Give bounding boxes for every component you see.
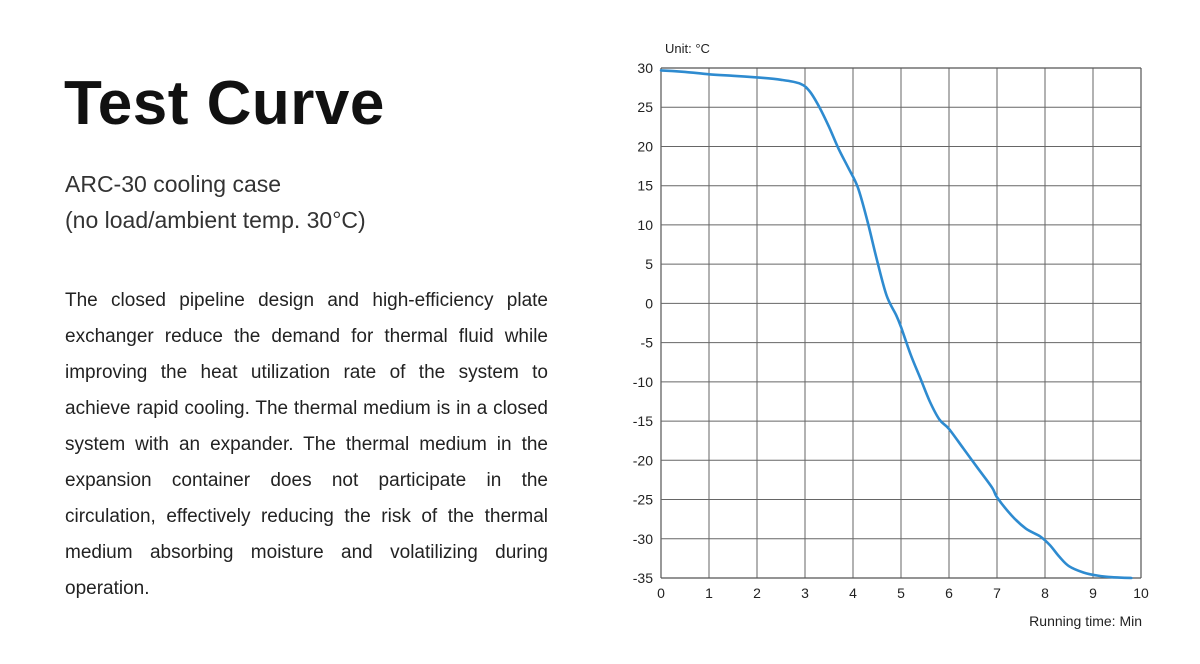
y-axis-label: Unit: °C [665,41,710,56]
y-tick-label: 30 [637,60,653,76]
x-tick-label: 5 [897,585,905,601]
y-tick-label: -5 [641,335,654,351]
x-tick-label: 2 [753,585,761,601]
chart-grid [660,67,1142,579]
page-title: Test Curve [64,69,385,138]
x-tick-label: 9 [1089,585,1097,601]
x-axis-label: Running time: Min [1029,613,1142,629]
x-tick-label: 6 [945,585,953,601]
y-tick-label: 5 [645,256,653,272]
subtitle-line-2: (no load/ambient temp. 30°C) [65,207,366,233]
x-tick-label: 1 [705,585,713,601]
y-tick-label: -30 [633,531,653,547]
x-tick-label: 7 [993,585,1001,601]
y-tick-label: 10 [637,217,653,233]
y-tick-label: 15 [637,178,653,194]
x-tick-label: 10 [1133,585,1149,601]
y-tick-label: -35 [633,570,653,586]
y-tick-label: -15 [633,413,653,429]
x-tick-label: 3 [801,585,809,601]
y-tick-label: -10 [633,374,653,390]
x-tick-label: 8 [1041,585,1049,601]
y-tick-label: 0 [645,295,653,311]
x-tick-label: 0 [657,585,665,601]
test-curve-chart: 30 25 20 15 10 5 0 -5 -10 -15 -20 -25 -30 -35 0 1 2 3 4 5 6… [633,41,1149,629]
description-paragraph: The closed pipeline design and high-effi… [65,290,548,599]
temperature-curve [659,69,1133,580]
y-tick-label: 25 [637,99,653,115]
y-tick-label: -25 [633,492,653,508]
subtitle-line-1: ARC-30 cooling case [65,171,282,197]
x-tick-labels: 0 1 2 3 4 5 6 7 8 9 10 [657,585,1149,601]
y-tick-label: -20 [633,452,653,468]
x-tick-label: 4 [849,585,857,601]
subtitle: ARC-30 cooling case (no load/ambient tem… [65,166,366,238]
y-tick-label: 20 [637,138,653,154]
y-tick-labels: 30 25 20 15 10 5 0 -5 -10 -15 -20 -25 -30 -35 [633,60,653,586]
